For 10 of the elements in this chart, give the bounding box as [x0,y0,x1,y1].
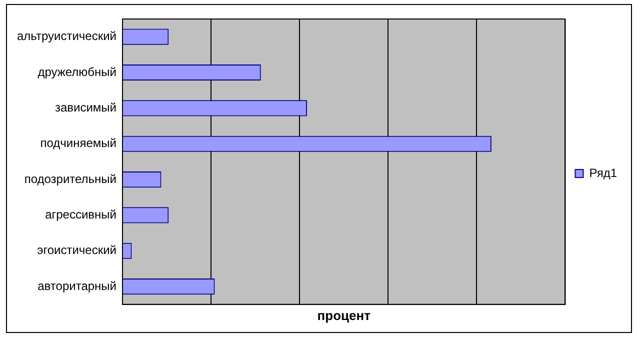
y-tick-label: агрессивный [45,208,117,222]
y-tick-label: эгоистический [37,243,117,258]
y-tick-label: альтруистический [16,29,117,44]
y-tick-label: подчиняемый [40,136,117,150]
y-tick-label: дружелюбный [38,64,117,79]
x-axis-title: процент [317,308,370,323]
y-tick-label: авторитарный [38,278,117,293]
y-tick-label: зависимый [54,100,117,114]
y-tick-label: подозрительный [24,172,117,186]
legend-label: Ряд1 [589,166,618,180]
